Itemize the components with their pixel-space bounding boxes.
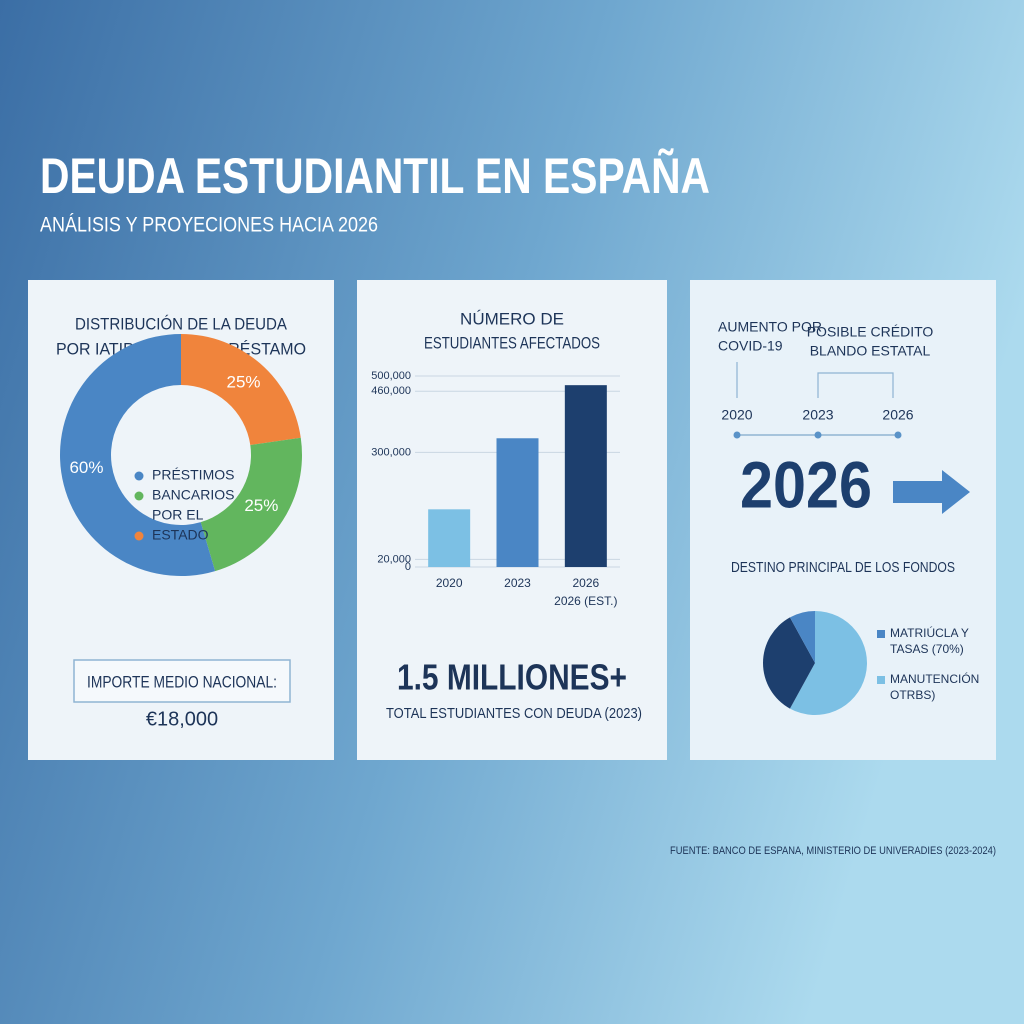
- y-tick-label: 0: [405, 561, 411, 573]
- bar: [496, 438, 539, 567]
- x-tick-label: 2026: [572, 576, 599, 590]
- value-label: 60%: [69, 458, 103, 477]
- panel-title: DISTRIBUCIÓN DE LA DEUDA: [75, 314, 288, 333]
- legend-label: PRÉSTIMOS: [152, 467, 234, 483]
- timeline-dot: [894, 431, 902, 439]
- box-label: IMPORTE MEDIO NACIONAL:: [87, 672, 277, 691]
- pie-slice: [763, 617, 815, 709]
- big-year: 2026: [740, 447, 872, 521]
- legend-label: MATRIÚCLA Y: [890, 625, 969, 640]
- info-box: [73, 659, 291, 703]
- panel-title: NÚMERO DE: [460, 309, 564, 328]
- y-tick-label: 500,000: [371, 370, 411, 382]
- timeline-dot: [733, 431, 741, 439]
- timeline-note: COVID-19: [718, 338, 783, 354]
- bar: [428, 509, 471, 567]
- source: FUENTE: BANCO DE ESPANA, MINISTERIO DE U…: [670, 845, 996, 857]
- big-number: 1.5 MILLIONES+: [397, 657, 627, 698]
- legend-label: ESTADO: [152, 527, 209, 543]
- legend-dot: [134, 491, 144, 501]
- amount: €18,000: [146, 708, 218, 730]
- legend-dot: [134, 531, 144, 541]
- y-tick-label: 300,000: [371, 446, 411, 458]
- timeline-note: BLANDO ESTATAL: [810, 343, 931, 359]
- x-tick-label: 2020: [436, 576, 463, 590]
- caption: TOTAL ESTUDIANTES CON DEUDA (2023): [386, 705, 642, 722]
- timeline-dot: [814, 431, 822, 439]
- value-label: 25%: [244, 496, 278, 515]
- donut-slice: [200, 437, 302, 572]
- pie-slice: [789, 611, 868, 715]
- legend-label: TASAS (70%): [890, 642, 964, 656]
- y-tick-label: 460,000: [371, 385, 411, 397]
- legend-label: OTRBS): [890, 688, 935, 702]
- legend-label: POR EL: [152, 507, 204, 523]
- donut-slice: [59, 334, 216, 576]
- arrow: [893, 470, 970, 514]
- legend-swatch: [877, 676, 885, 684]
- donut-slice: [181, 334, 301, 446]
- panel-title: DESTINO PRINCIPAL DE LOS FONDOS: [731, 559, 955, 576]
- y-tick-label: 20,000: [377, 553, 411, 565]
- legend-label: MANUTENCIÓN: [890, 671, 979, 686]
- pie-slice: [789, 611, 815, 663]
- title: DEUDA ESTUDIANTIL EN ESPAÑA: [40, 148, 710, 204]
- legend-label: BANCARIOS: [152, 487, 234, 503]
- timeline-year: 2020: [721, 407, 752, 423]
- timeline-year: 2026: [882, 407, 913, 423]
- legend-dot: [134, 471, 144, 481]
- bracket: [817, 372, 894, 398]
- legend-swatch: [877, 630, 885, 638]
- timeline-note: POSIBLE CRÉDITO: [807, 324, 934, 340]
- value-label: 25%: [227, 372, 261, 391]
- panel-title: ESTUDIANTES AFECTADOS: [424, 333, 600, 352]
- category-note: 2026 (EST.): [554, 594, 617, 608]
- timeline-year: 2023: [802, 407, 833, 423]
- timeline-note: AUMENTO POR: [718, 319, 822, 335]
- subtitle: ANÁLISIS Y PROYECIONES HACIA 2026: [40, 214, 378, 237]
- bar: [564, 385, 607, 567]
- x-tick-label: 2023: [504, 576, 531, 590]
